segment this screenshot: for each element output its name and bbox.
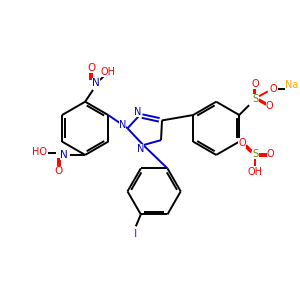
Text: N: N (134, 106, 141, 117)
Text: O: O (238, 138, 246, 148)
Text: I: I (134, 229, 137, 239)
Text: Na: Na (285, 80, 298, 91)
Text: HO: HO (32, 147, 47, 157)
Text: O: O (87, 63, 95, 73)
Text: N: N (119, 120, 126, 130)
Text: N: N (60, 150, 67, 160)
Text: N: N (136, 144, 144, 154)
Text: O: O (267, 149, 274, 159)
Text: S: S (252, 94, 258, 104)
Text: O: O (54, 166, 63, 176)
Text: O: O (251, 80, 259, 89)
Text: N: N (92, 78, 100, 88)
Text: S: S (252, 149, 258, 159)
Text: OH: OH (248, 167, 262, 177)
Text: O: O (270, 84, 278, 94)
Text: OH: OH (100, 67, 115, 77)
Text: O: O (266, 101, 274, 111)
